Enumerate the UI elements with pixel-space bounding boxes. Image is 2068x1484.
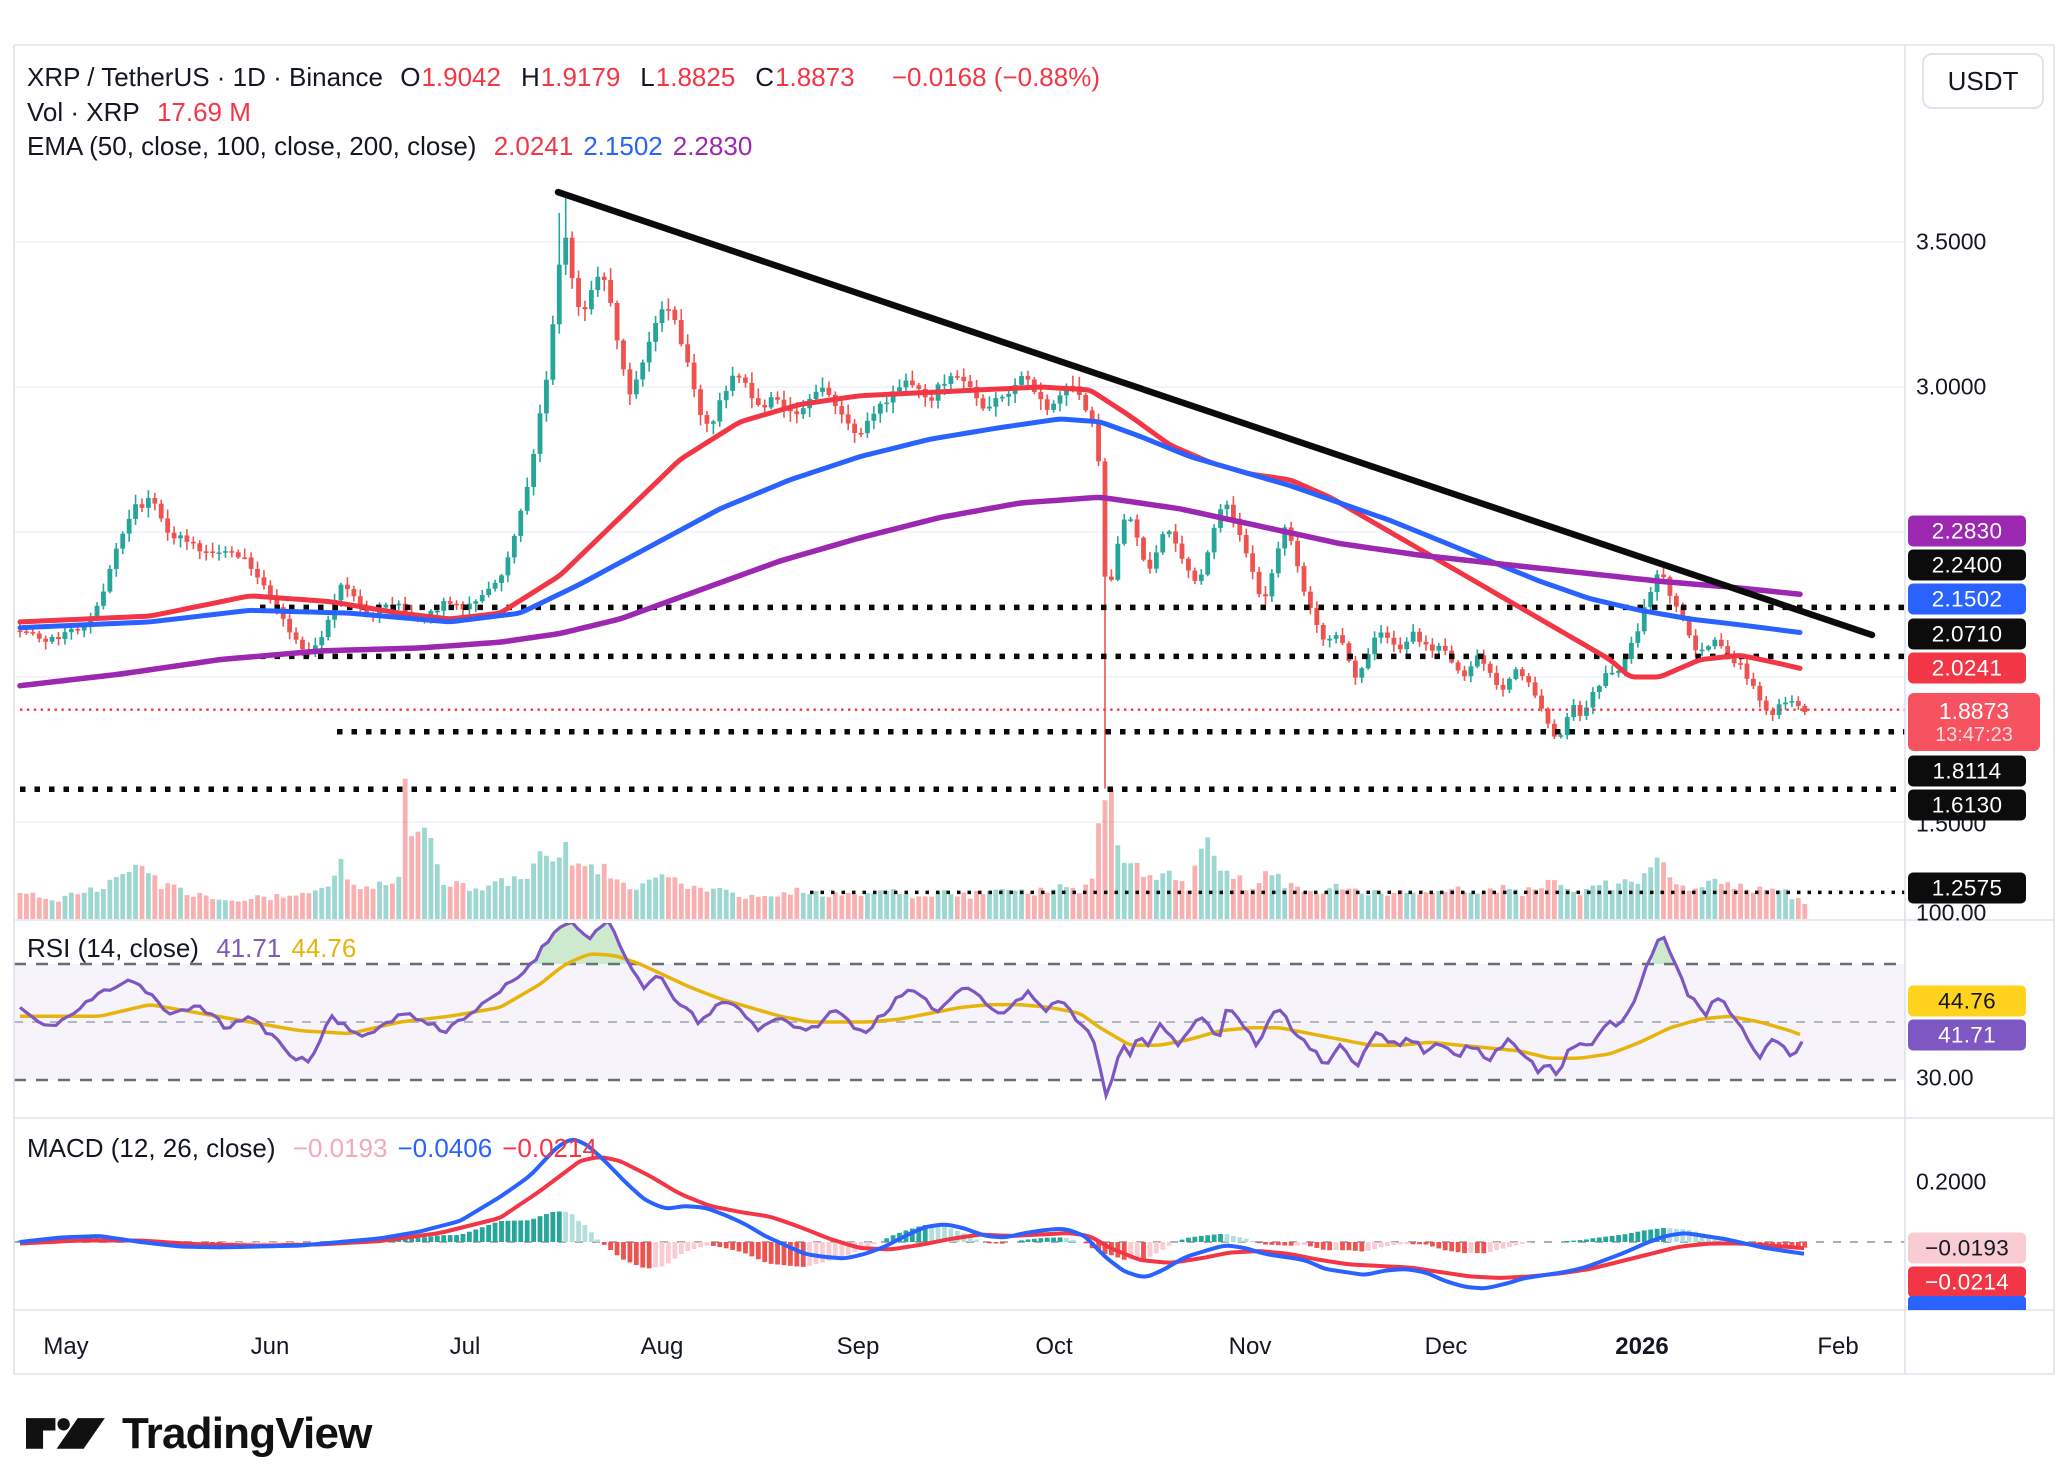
rsi-value-label: 44.76 (1908, 985, 2026, 1017)
volume-value: 17.69 M (156, 97, 251, 127)
currency-toggle-button[interactable]: USDT (1922, 53, 2044, 109)
time-axis-label: Dec (1424, 1333, 1468, 1360)
ema-legend[interactable]: EMA (50, close, 100, close, 200, close) … (27, 131, 772, 162)
macd-value-label: −0.0214 (1908, 1266, 2026, 1298)
time-axis-label: Jun (250, 1333, 290, 1360)
rsi-axis-tick: 30.00 (1916, 1064, 1974, 1091)
last-price-value: 1.8873 (1938, 697, 2010, 724)
ema-label: EMA (50, close, 100, close, 200, close) (27, 131, 477, 161)
time-axis-label: Oct (1035, 1333, 1073, 1360)
tradingview-logo-text: TradingView (122, 1409, 372, 1458)
bar-countdown: 13:47:23 (1935, 723, 2013, 746)
volume-legend[interactable]: Vol · XRP 17.69 M (27, 97, 261, 128)
price-level-label: 1.6130 (1908, 789, 2026, 821)
time-axis-label: Aug (640, 1333, 684, 1360)
price-axis-tick: 100.00 (1916, 899, 1987, 926)
macd-axis-tick: 0.2000 (1916, 1168, 1987, 1195)
tradingview-logo-icon (26, 1418, 105, 1449)
symbol-legend[interactable]: XRP / TetherUS · 1D · Binance O1.9042 H1.… (27, 62, 1110, 93)
time-axis-label: Jul (449, 1333, 481, 1360)
price-level-label: 2.2830 (1908, 515, 2026, 547)
volume-label: Vol · XRP (27, 97, 140, 127)
symbol-title: XRP / TetherUS · 1D · Binance (27, 62, 383, 92)
price-level-label: 1.2575 (1908, 872, 2026, 904)
rsi-values: 41.71 44.76 (216, 933, 357, 963)
change-value: −0.0168 (−0.88%) (891, 62, 1100, 92)
ohlc-pair: O1.9042 (400, 62, 501, 92)
tradingview-logo[interactable]: TradingView (26, 1406, 372, 1462)
price-level-label: 2.2400 (1908, 549, 2026, 581)
macd-value-label: −0.0193 (1908, 1232, 2026, 1264)
price-axis-tick: 3.5000 (1916, 228, 1987, 255)
macd-label: MACD (12, 26, close) (27, 1133, 276, 1163)
price-level-label: 1.8114 (1908, 755, 2026, 787)
price-axis-tick: 3.0000 (1916, 373, 1987, 400)
time-axis-label: Nov (1228, 1333, 1272, 1360)
time-axis-label: Feb (1817, 1333, 1859, 1360)
rsi-value-label: 41.71 (1908, 1019, 2026, 1051)
last-price-label: 1.8873 13:47:23 (1908, 693, 2040, 751)
price-level-label: 2.1502 (1908, 583, 2026, 615)
macd-values: −0.0193 −0.0406 −0.0214 (292, 1133, 597, 1163)
ohlc-pair: H1.9179 (520, 62, 621, 92)
time-axis-label: 2026 (1615, 1333, 1669, 1360)
time-axis-label: Sep (836, 1333, 880, 1360)
ohlc-values: O1.9042 H1.9179 L1.8825 C1.8873 (400, 62, 874, 92)
price-level-label: 2.0241 (1908, 652, 2026, 684)
time-axis-label: May (43, 1333, 89, 1360)
macd-legend[interactable]: MACD (12, 26, close) −0.0193 −0.0406 −0.02… (27, 1133, 617, 1164)
macd-line-label-clipped (1908, 1296, 2026, 1310)
rsi-legend[interactable]: RSI (14, close) 41.71 44.76 (27, 933, 376, 964)
ohlc-pair: L1.8825 (640, 62, 736, 92)
ohlc-pair: C1.8873 (755, 62, 855, 92)
rsi-label: RSI (14, close) (27, 933, 199, 963)
price-level-label: 2.0710 (1908, 618, 2026, 650)
ema-values: 2.0241 2.1502 2.2830 (493, 131, 753, 161)
